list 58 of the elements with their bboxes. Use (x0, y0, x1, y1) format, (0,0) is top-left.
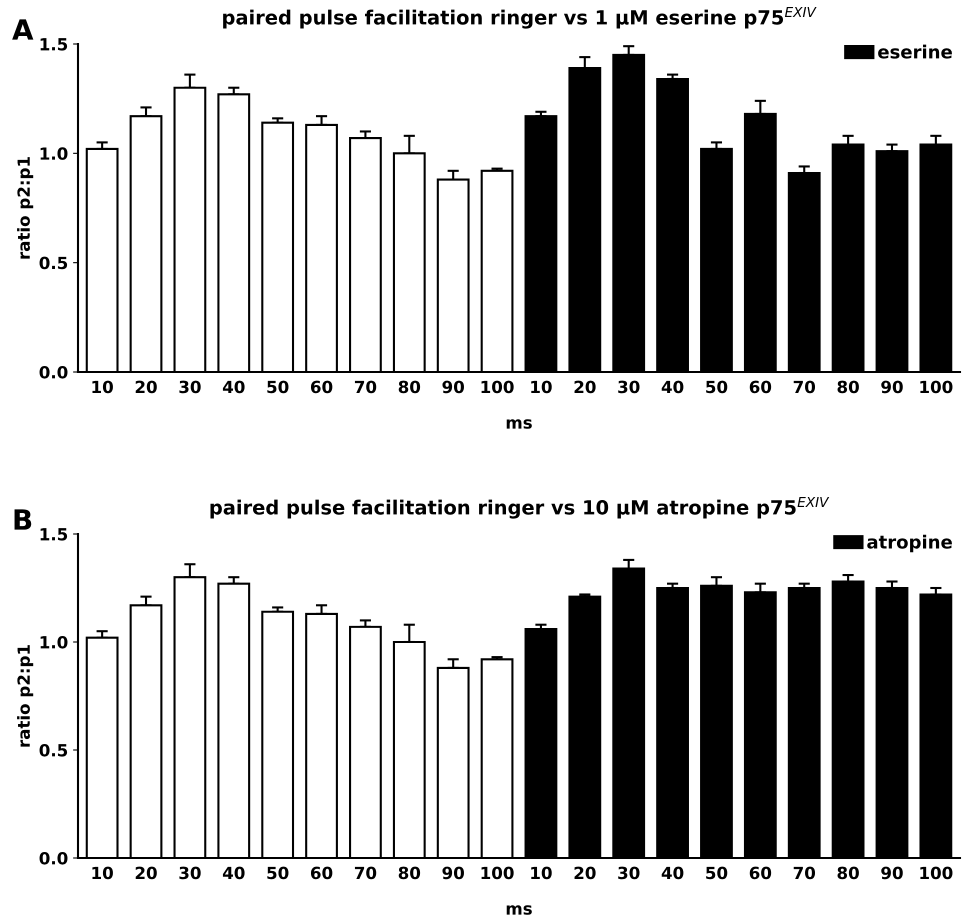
x-tick-label: 50 (706, 866, 728, 880)
x-tick-label: 100 (482, 866, 514, 880)
x-tick-label: 40 (662, 380, 684, 394)
x-tick-label: 40 (662, 866, 684, 880)
x-tick-label: 40 (222, 866, 245, 880)
x-tick-label: 80 (838, 380, 859, 394)
x-tick-label: 100 (920, 866, 952, 880)
x-tick-label: 60 (750, 866, 772, 880)
x-tick-label: 80 (398, 866, 420, 880)
x-tick-label: 70 (354, 866, 376, 880)
x-tick-label: 60 (310, 380, 332, 394)
y-tick-label: 1.0 (40, 636, 68, 649)
x-tick-label: 90 (442, 866, 464, 880)
x-tick-label: 70 (354, 380, 376, 394)
y-axis-title: ratio p2:p1 (17, 645, 34, 747)
x-tick-label: 50 (267, 380, 288, 394)
x-tick-label: 20 (574, 380, 596, 394)
x-tick-label: 70 (794, 380, 816, 394)
x-tick-label: 80 (838, 866, 859, 880)
x-tick-label: 60 (310, 866, 332, 880)
x-tick-label: 10 (531, 866, 552, 880)
x-axis-title: ms (506, 419, 532, 429)
x-tick-label: 100 (482, 380, 514, 394)
x-tick-label: 60 (750, 380, 772, 394)
x-tick-label: 20 (574, 866, 596, 880)
y-tick-label: 1.5 (40, 528, 68, 541)
x-axis-title: ms (506, 905, 532, 915)
x-tick-label: 30 (618, 380, 640, 394)
x-tick-label: 50 (706, 380, 728, 394)
x-tick-label: 50 (267, 866, 288, 880)
y-tick-label: 1.0 (40, 147, 68, 160)
x-tick-label: 40 (222, 380, 245, 394)
chart-title: paired pulse facilitation ringer vs 1 μM eserine p75$^{EXIV}$ (223, 7, 817, 29)
x-tick-label: 10 (92, 380, 113, 394)
x-tick-label: 90 (881, 866, 903, 880)
x-tick-label: 30 (179, 380, 201, 394)
y-tick-label: 0.5 (40, 744, 68, 757)
y-axis-title: ratio p2:p1 (17, 157, 34, 259)
x-tick-label: 80 (398, 380, 420, 394)
x-tick-label: 90 (442, 380, 464, 394)
x-tick-label: 20 (136, 380, 157, 394)
text: A (12, 19, 34, 40)
y-tick-label: 0.5 (40, 256, 68, 270)
x-tick-label: 10 (531, 380, 552, 394)
x-tick-label: 30 (179, 866, 201, 880)
legend-label: atropine (867, 534, 952, 552)
x-tick-label: 20 (136, 866, 157, 880)
chart-title: paired pulse facilitation ringer vs 10 μM atropine p75$^{EXIV}$ (210, 497, 830, 519)
legend-label: eserine (878, 44, 952, 59)
x-tick-label: 30 (618, 866, 640, 880)
x-tick-label: 10 (92, 866, 113, 880)
x-tick-label: 70 (794, 866, 816, 880)
y-tick-label: 0.0 (40, 852, 68, 865)
y-tick-label: 1.5 (40, 38, 68, 51)
text: B (14, 509, 32, 530)
x-tick-label: 90 (881, 380, 903, 394)
y-tick-label: 0.0 (40, 366, 68, 379)
x-tick-label: 100 (920, 380, 952, 394)
